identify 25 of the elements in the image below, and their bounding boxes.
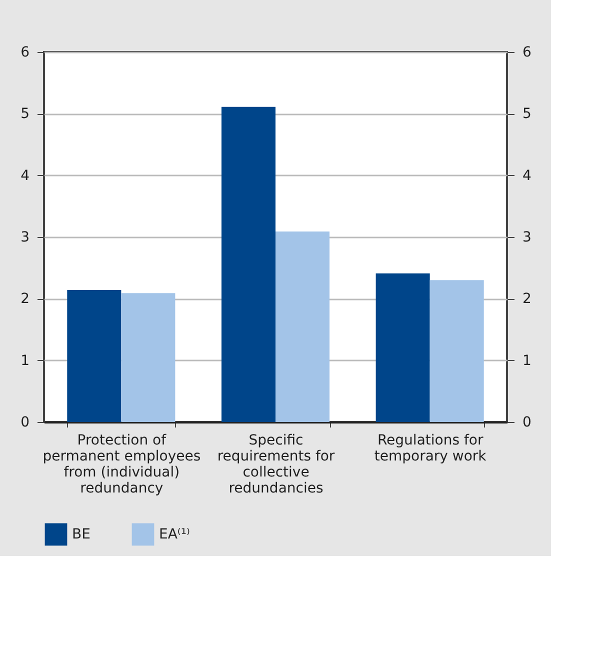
bar <box>276 231 330 422</box>
y-tick-label: 1 <box>20 352 30 369</box>
y2-tick-label: 4 <box>522 168 532 184</box>
bar <box>430 280 484 422</box>
x-tick-label: Specific requirements for collective redundancies <box>217 432 335 496</box>
y-tick-label: 3 <box>20 230 30 246</box>
y2-tick-label: 6 <box>522 44 532 60</box>
y-tick-label: 6 <box>20 44 30 60</box>
y-tick-label: 4 <box>20 168 30 184</box>
y-tick-label: 2 <box>20 291 30 308</box>
x-tick-label: Protection of permanent employees from (individual) redundancy <box>42 432 201 496</box>
x-tick-label: Regulations for temporary work <box>374 432 488 464</box>
bar <box>221 106 276 422</box>
legend-label: EA⁽¹⁾ <box>159 526 190 542</box>
bar <box>121 293 176 422</box>
bar <box>376 273 430 422</box>
y2-tick-label: 1 <box>522 352 532 369</box>
legend-label: BE <box>72 526 90 542</box>
y2-tick-label: 5 <box>522 106 532 122</box>
bar <box>67 290 122 422</box>
y2-tick-label: 0 <box>522 414 532 430</box>
y-tick-label: 5 <box>20 106 30 122</box>
y2-tick-label: 3 <box>522 230 532 246</box>
y-tick-label: 0 <box>20 414 30 430</box>
y2-tick-label: 2 <box>522 291 532 308</box>
